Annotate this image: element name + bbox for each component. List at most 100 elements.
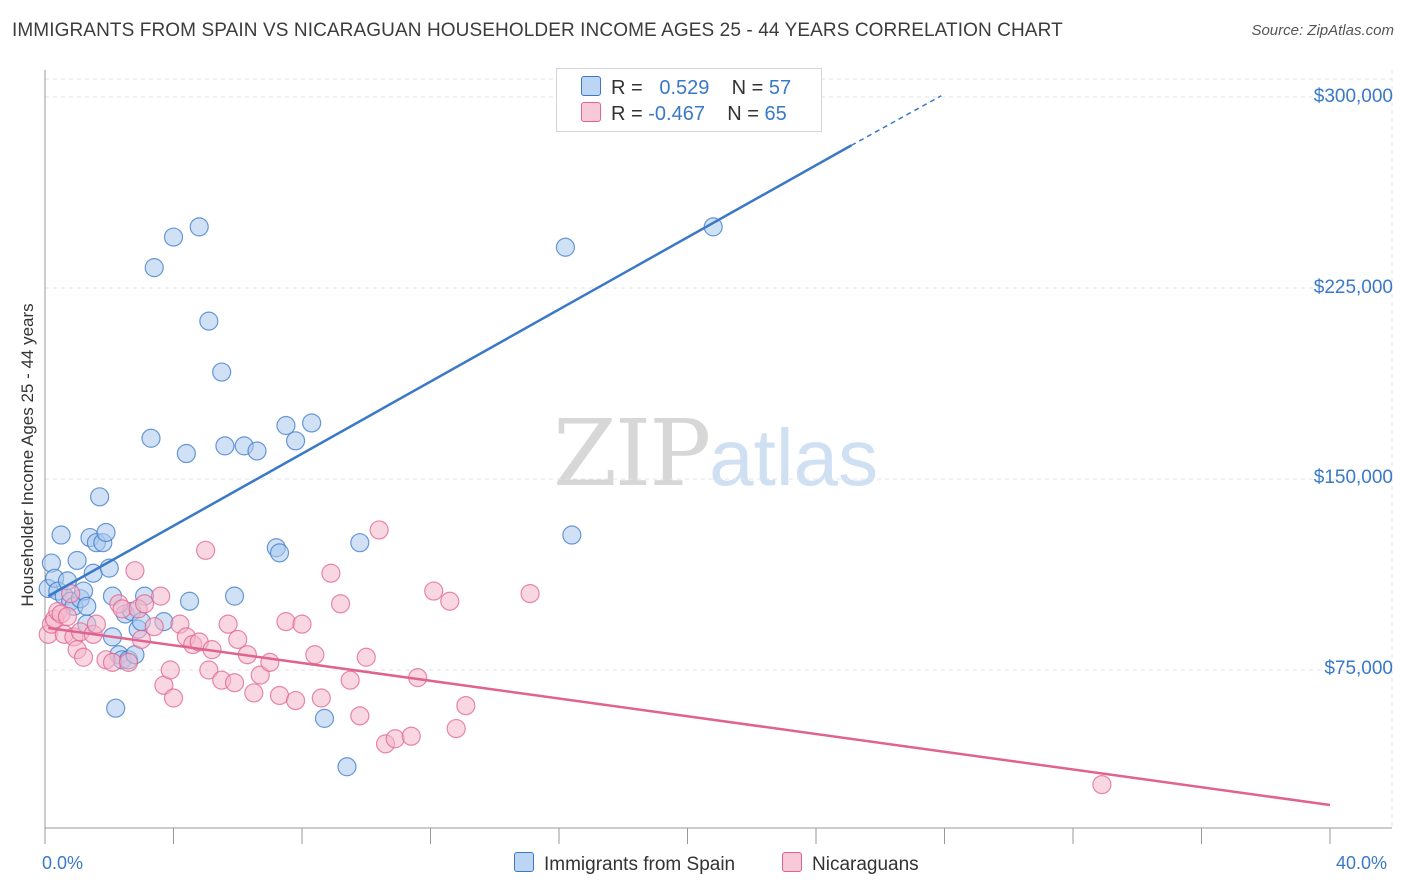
data-point — [292, 614, 312, 634]
data-point — [196, 540, 216, 560]
data-point — [112, 599, 132, 619]
data-point — [305, 645, 325, 665]
n-value: 65 — [764, 103, 787, 125]
legend-item-spain[interactable]: Immigrants from Spain — [514, 852, 735, 876]
data-point — [250, 665, 270, 685]
data-point — [244, 683, 264, 703]
legend-label: Immigrants from Spain — [544, 854, 736, 875]
data-point — [369, 520, 389, 540]
r-value: -0.467 — [648, 103, 705, 125]
data-point — [356, 647, 376, 667]
data-point — [102, 652, 123, 672]
legend-item-nicaraguans[interactable]: Nicaraguans — [782, 852, 919, 876]
legend-row-pink: R = -0.467 N = 65 — [581, 102, 787, 126]
data-point — [176, 443, 196, 464]
data-point — [73, 647, 94, 667]
data-point — [141, 428, 161, 448]
data-point — [321, 563, 341, 583]
data-point — [212, 362, 232, 382]
n-value: 57 — [768, 77, 792, 99]
data-point — [189, 217, 209, 237]
pink-swatch-icon — [581, 102, 601, 122]
blue-swatch-icon — [581, 76, 601, 96]
data-point — [260, 652, 280, 672]
data-point — [247, 441, 267, 461]
watermark-atlas: atlas — [709, 413, 879, 502]
data-point — [456, 696, 476, 716]
data-point — [125, 561, 145, 581]
correlation-legend: R = 0.529 N = 57 R = -0.467 N = 65 — [556, 68, 822, 132]
data-point — [51, 525, 71, 545]
data-point — [285, 431, 306, 451]
data-point — [90, 487, 110, 507]
data-point — [106, 698, 126, 718]
n-label: N = — [727, 103, 759, 125]
data-point — [314, 708, 335, 728]
y-tick-label: $300,000 — [1313, 86, 1393, 107]
trend-line — [48, 626, 1331, 807]
data-point — [67, 550, 87, 571]
data-point — [269, 543, 290, 563]
r-label: R = — [611, 77, 643, 99]
data-point — [555, 237, 576, 257]
data-point — [302, 413, 322, 433]
data-point — [1092, 774, 1112, 795]
data-point — [401, 726, 421, 746]
data-point — [118, 652, 139, 672]
r-value: 0.529 — [659, 77, 710, 99]
data-point — [276, 612, 296, 632]
data-point — [199, 311, 219, 331]
data-point — [163, 227, 184, 247]
data-point — [199, 660, 219, 680]
data-point — [228, 629, 248, 650]
data-point — [134, 594, 155, 614]
data-point — [215, 436, 235, 456]
data-point — [424, 581, 444, 601]
source-note: Source: ZipAtlas.com — [1251, 22, 1394, 39]
data-point — [350, 706, 370, 726]
data-point — [224, 673, 245, 693]
y-tick-label: $150,000 — [1313, 467, 1393, 488]
data-point — [218, 614, 238, 634]
blue-swatch-icon — [514, 852, 534, 872]
data-point — [285, 690, 306, 711]
data-point — [311, 688, 331, 708]
legend-row-blue: R = 0.529 N = 57 — [581, 76, 791, 100]
y-axis-label: Householder Income Ages 25 - 44 years — [18, 303, 37, 607]
r-label: R = — [611, 103, 643, 125]
data-point — [340, 670, 360, 690]
data-point — [57, 606, 78, 627]
data-point — [440, 591, 460, 611]
data-point — [337, 757, 357, 777]
watermark: ZIPatlas — [553, 400, 878, 507]
data-point — [350, 533, 370, 553]
data-point — [562, 525, 582, 545]
data-point — [160, 660, 180, 680]
x-tick-label: 40.0% — [1336, 853, 1388, 873]
y-tick-label: $75,000 — [1324, 658, 1393, 679]
data-point — [163, 688, 184, 708]
data-point — [77, 596, 97, 616]
data-point — [144, 617, 164, 637]
trend-line-extension — [850, 95, 942, 147]
legend-label: Nicaraguans — [812, 854, 919, 875]
trend-line — [47, 144, 852, 598]
data-point — [144, 258, 164, 278]
data-point — [330, 594, 351, 614]
data-point — [179, 591, 200, 611]
n-label: N = — [731, 77, 764, 99]
data-point — [269, 685, 290, 706]
data-point — [276, 415, 296, 436]
data-point — [96, 522, 116, 543]
data-point — [385, 729, 405, 749]
chart-title: IMMIGRANTS FROM SPAIN VS NICARAGUAN HOUS… — [12, 20, 1063, 41]
data-point — [86, 614, 107, 634]
data-point — [151, 586, 171, 606]
data-point — [446, 718, 466, 739]
y-tick-label: $225,000 — [1313, 277, 1393, 298]
x-tick-label: 0.0% — [42, 853, 84, 873]
watermark-zip: ZIP — [553, 400, 711, 507]
pink-swatch-icon — [782, 852, 802, 872]
data-point — [520, 583, 540, 604]
